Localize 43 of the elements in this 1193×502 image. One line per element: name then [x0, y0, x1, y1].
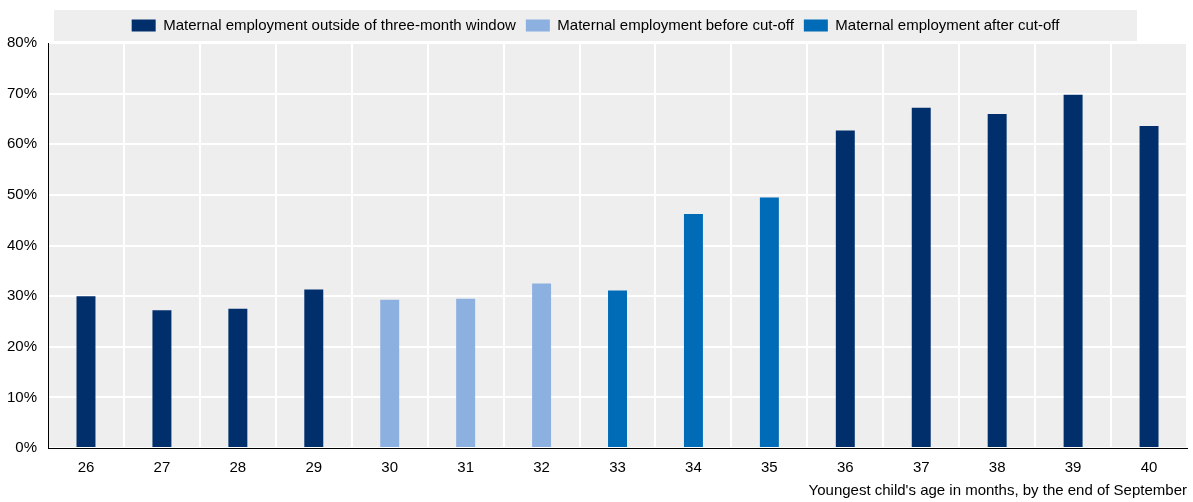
- y-tick-label: 20%: [6, 336, 38, 354]
- y-tick-label: 70%: [6, 83, 38, 101]
- bar: [835, 130, 855, 447]
- bar: [532, 283, 552, 447]
- legend-label: Maternal employment after cut-off: [835, 15, 1061, 33]
- x-tick-label: 34: [685, 458, 702, 476]
- x-tick-label: 29: [305, 458, 323, 476]
- x-tick-label: 35: [761, 458, 778, 476]
- x-tick-label: 32: [533, 458, 550, 476]
- x-tick-label: 27: [153, 458, 171, 476]
- bar: [911, 107, 931, 447]
- y-tick-label: 50%: [6, 185, 38, 203]
- x-tick-label: 39: [1064, 458, 1082, 476]
- x-tick-label: 30: [381, 458, 399, 476]
- legend-label: Maternal employment outside of three-month window: [163, 15, 517, 33]
- x-tick-label: 40: [1140, 458, 1158, 476]
- legend-label: Maternal employment before cut-off: [557, 15, 795, 33]
- y-tick-label: 30%: [6, 286, 38, 304]
- x-tick-label: 33: [609, 458, 626, 476]
- y-tick-label: 60%: [6, 134, 38, 152]
- bar: [380, 299, 400, 447]
- bar: [759, 197, 779, 447]
- bar: [987, 113, 1007, 447]
- x-tick-label: 38: [988, 458, 1006, 476]
- x-tick-label: 37: [912, 458, 930, 476]
- x-tick-label: 28: [229, 458, 247, 476]
- bar: [608, 290, 627, 447]
- x-axis-title: Youngest child's age in months, by the end of September: [808, 481, 1187, 499]
- y-tick-label: 10%: [6, 387, 38, 405]
- bar: [152, 310, 172, 447]
- bar: [304, 289, 324, 447]
- bar: [76, 296, 96, 447]
- bar: [228, 308, 248, 447]
- x-tick-label: 26: [77, 458, 95, 476]
- y-tick-label: 40%: [6, 235, 38, 253]
- bar: [1063, 94, 1083, 447]
- x-tick-label: 31: [457, 458, 474, 476]
- bar: [1139, 126, 1159, 447]
- bar: [456, 298, 476, 447]
- bar: [683, 214, 703, 447]
- y-tick-label: 80%: [6, 33, 38, 51]
- x-tick-label: 36: [836, 458, 854, 476]
- y-tick-label: 0%: [15, 438, 38, 456]
